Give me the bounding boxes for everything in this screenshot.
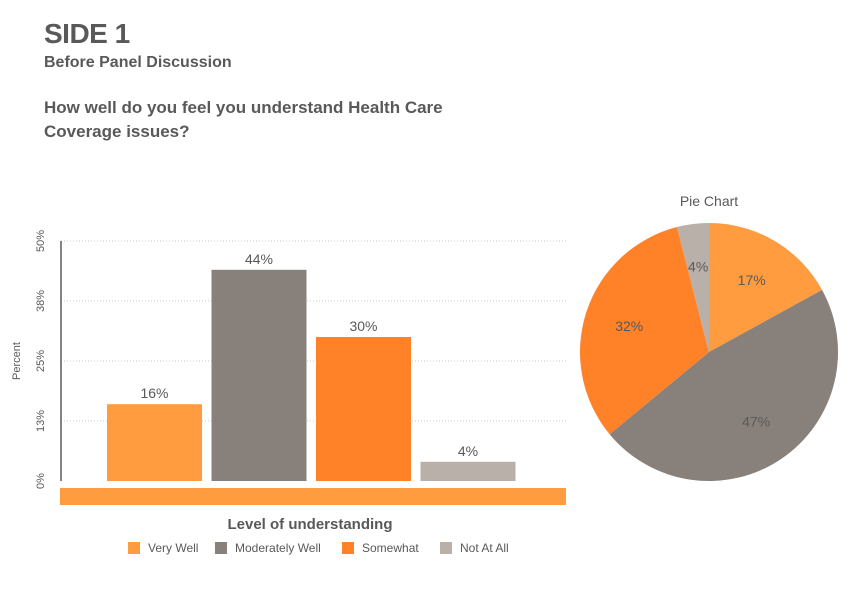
pie-slice-label: 32% <box>615 318 643 334</box>
pie-slice-label: 47% <box>742 413 770 429</box>
legend-swatch <box>342 542 354 554</box>
survey-question: How well do you feel you understand Heal… <box>44 98 443 141</box>
bar-value-label: 44% <box>245 251 273 267</box>
bar <box>316 337 411 481</box>
pie-slice <box>709 223 823 352</box>
pie-slice-label: 4% <box>688 258 708 274</box>
x-axis-band <box>60 488 566 505</box>
bar-chart: 0% 13% 25% 38% 50% Percent 16% 44% 30% 4% Level of… <box>11 230 566 533</box>
legend-swatch <box>440 542 452 554</box>
y-tick-label: 13% <box>35 410 47 432</box>
bar <box>211 269 307 481</box>
bar <box>107 404 202 481</box>
pie-slice <box>609 289 838 481</box>
pie-slice <box>580 227 709 435</box>
legend-swatch <box>128 542 140 554</box>
legend-label: Moderately Well <box>235 541 321 555</box>
y-tick-label: 0% <box>35 473 47 489</box>
y-tick-label: 38% <box>35 290 47 312</box>
bar-chart-legend: Very Well Moderately Well Somewhat Not At A… <box>128 541 509 555</box>
legend-label: Very Well <box>148 541 198 555</box>
legend-label: Not At All <box>460 541 509 555</box>
bar-value-label: 4% <box>458 443 478 459</box>
y-tick-label: 50% <box>35 230 47 252</box>
bar-value-label: 30% <box>349 318 377 334</box>
y-tick-label: 25% <box>35 350 47 372</box>
legend-label: Somewhat <box>362 541 419 555</box>
pie-title: Pie Chart <box>680 193 738 209</box>
x-axis-title: Level of understanding <box>227 516 392 533</box>
y-axis-title: Percent <box>11 342 23 380</box>
pie-slice-label: 17% <box>738 272 766 288</box>
page-title: SIDE 1 <box>44 18 130 49</box>
pie-chart: Pie Chart 17% 47% 32% 4% <box>580 193 838 481</box>
legend-swatch <box>215 542 227 554</box>
page-subtitle: Before Panel Discussion <box>44 54 232 71</box>
bar <box>420 461 516 481</box>
pie-slice <box>676 223 709 352</box>
bar-value-label: 16% <box>140 385 168 401</box>
